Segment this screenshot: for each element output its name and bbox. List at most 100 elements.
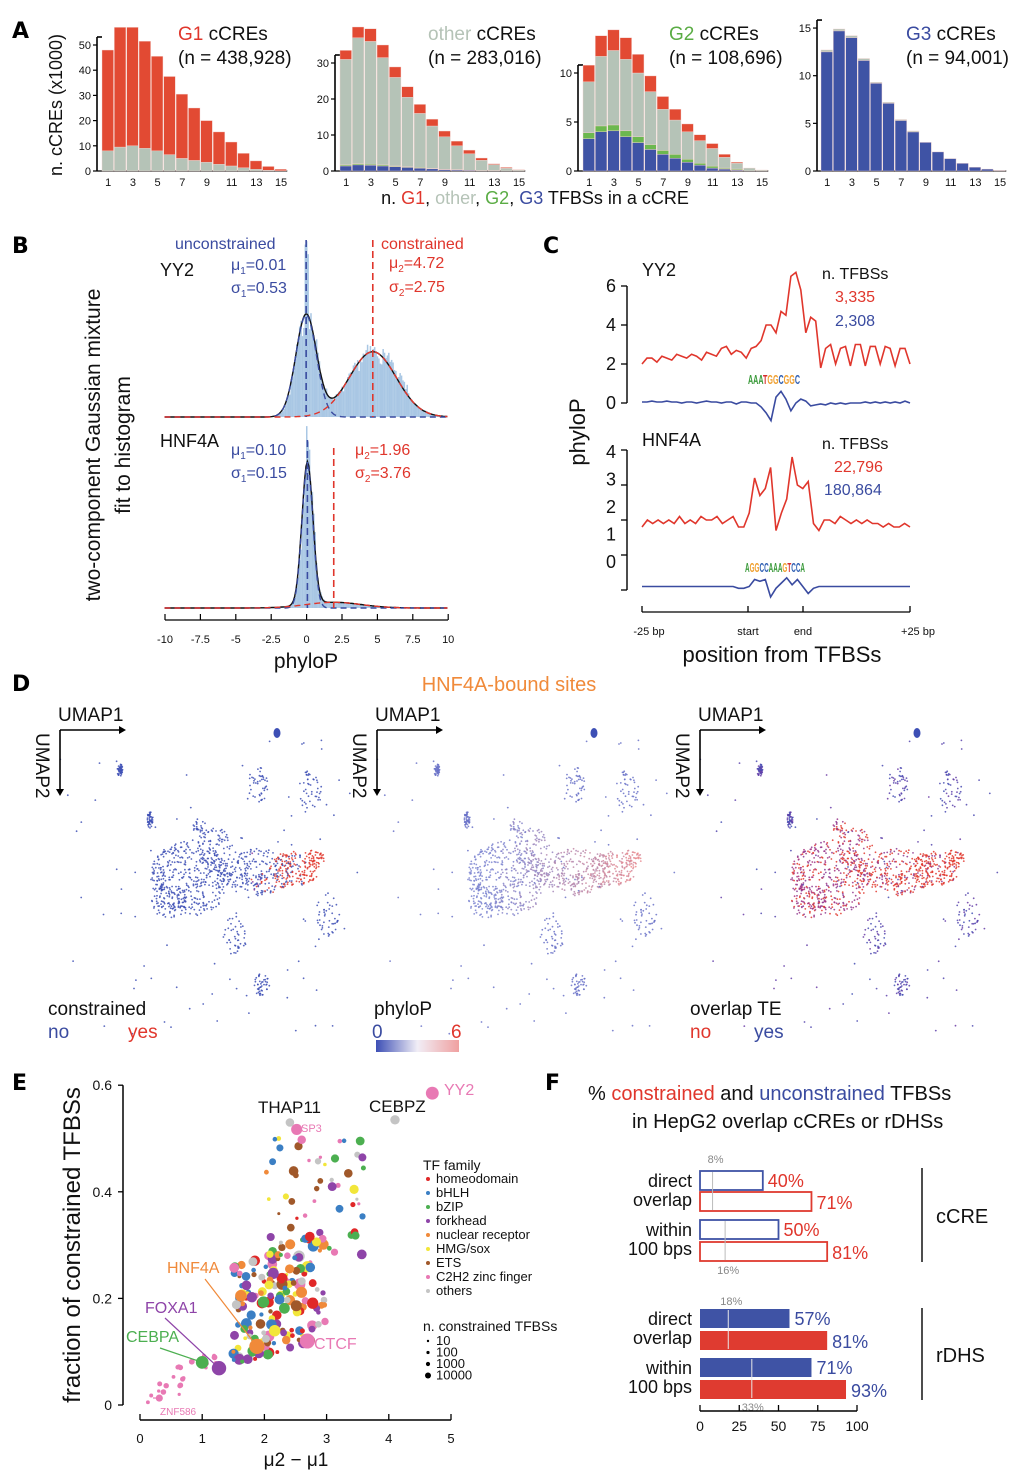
umap-point [884,888,887,890]
umap-point [633,856,635,859]
umap-point [636,790,639,793]
umap-point [825,888,828,891]
umap-point [849,875,851,878]
x-tick-label: 11 [945,177,956,189]
umap-point [536,879,539,881]
umap-point [575,793,578,796]
umap-point [862,878,865,880]
umap-point [621,920,624,922]
bar-segment-other [438,136,451,170]
umap-point [851,861,853,864]
umap-point [813,857,815,859]
umap-point [486,888,488,891]
umap-point [607,852,610,855]
umap-point [476,868,479,871]
umap-point [243,932,246,935]
umap-point [644,926,647,928]
histogram-bar [373,347,376,417]
umap-point [558,874,560,877]
umap-point [515,835,518,837]
umap-point [870,929,873,932]
umap-point [585,882,587,884]
umap-point [794,866,797,869]
umap-point [607,815,610,817]
umap-point [864,862,867,865]
umap-point [921,875,924,877]
umap-point [487,890,490,892]
umap-point [290,857,293,859]
umap-point [226,872,228,875]
umap-point [163,913,166,916]
umap-point [796,872,799,874]
umap-point [563,874,565,877]
umap-point [186,845,189,847]
umap-point [323,914,326,917]
umap-point [886,889,889,891]
umap-point [171,853,173,855]
umap-point [874,952,877,954]
umap-point [321,925,324,927]
umap-point [529,906,532,909]
umap-point [332,897,335,900]
umap-point [816,860,819,863]
umap-point [198,845,201,848]
umap-point [900,799,902,801]
histogram-bar [385,357,387,417]
umap-point [546,978,548,981]
histogram-bar [286,401,288,417]
bar-segment-other [907,130,920,133]
umap-point [860,861,863,864]
umap-point [609,850,612,853]
umap-point [563,878,565,881]
umap-point [320,928,323,931]
umap-point [241,925,244,928]
umap-point [630,862,633,865]
umap-point [201,827,204,830]
umap-point [630,805,633,808]
umap-point [194,883,197,886]
bar-segment-other [163,154,176,172]
umap-point [266,780,269,782]
umap-point [189,876,192,879]
umap-point [871,865,874,868]
motif-letter: C [764,560,769,575]
umap-point [562,855,565,858]
umap-point [227,927,230,930]
umap-point [520,836,522,838]
bar-segment-g1 [389,66,402,78]
umap-point [196,818,199,821]
umap-point [620,873,622,876]
umap-point [886,851,889,854]
histogram-bar [315,339,318,417]
umap-point [875,915,878,918]
umap-point [163,1021,166,1023]
umap-point [523,857,526,860]
histogram-bar [291,603,294,608]
umap-point [543,882,546,885]
histogram-bar [413,403,416,417]
umap-point [901,993,904,996]
umap-point [555,867,558,869]
umap-point [914,864,917,867]
umap-point [881,764,884,767]
umap-point [258,974,260,977]
umap-point [942,977,945,980]
umap-point [867,880,870,883]
umap-point [860,838,863,841]
umap-point [172,874,175,877]
umap-point [786,818,789,821]
umap-point [946,806,948,809]
umap-point [928,874,931,877]
umap-point [232,881,235,884]
umap-point [200,857,203,860]
umap-point [883,851,886,854]
umap-point [950,857,953,860]
histogram-bar [400,375,403,417]
umap-point [604,796,607,798]
x-axis-label-part: TFBSs in a cCRE [543,188,689,208]
umap-point [569,777,572,779]
umap-point [304,857,306,860]
umap-point [258,873,260,876]
umap-point [973,814,975,817]
umap-point [437,766,440,769]
